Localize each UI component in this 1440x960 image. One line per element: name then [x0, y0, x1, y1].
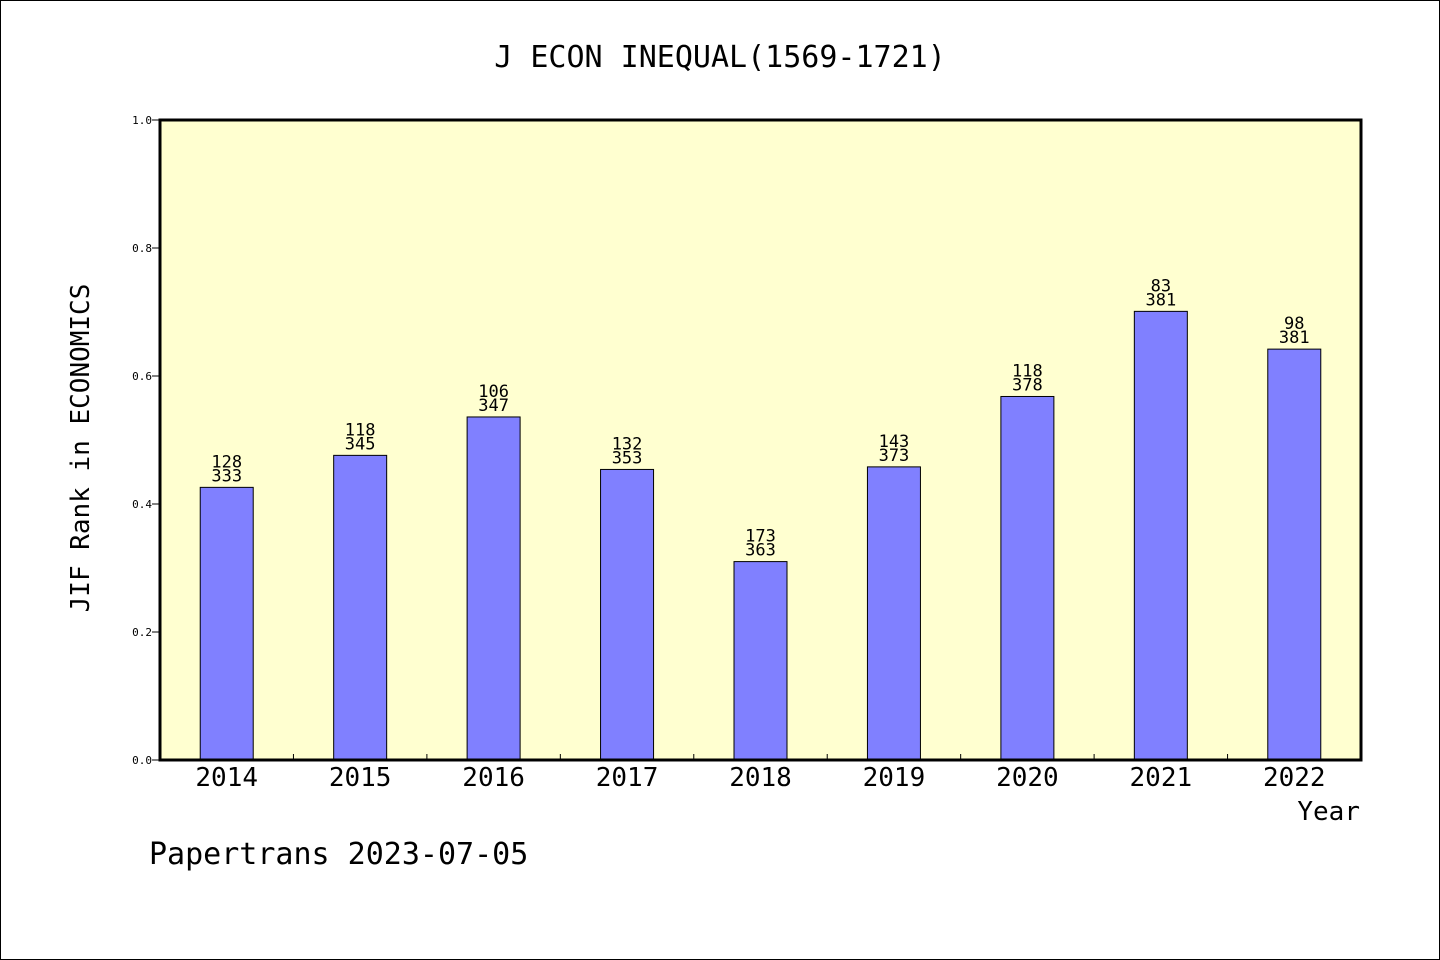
bar-label-rank: 83 — [1151, 276, 1171, 296]
x-tick-label: 2021 — [1130, 763, 1193, 793]
footer-credit: Papertrans 2023-07-05 — [149, 837, 528, 872]
x-tick-label: 2014 — [195, 763, 258, 793]
bar-label-total: 347 — [478, 396, 509, 416]
y-axis-label: JIF Rank in ECONOMICS — [66, 284, 96, 613]
bar-label-total: 333 — [211, 466, 242, 486]
bar-label-rank: 118 — [1012, 361, 1043, 381]
bar-label-total: 373 — [879, 446, 910, 466]
bar — [733, 561, 788, 761]
x-tick-label: 2019 — [863, 763, 926, 793]
bar — [600, 468, 655, 761]
bar-label-total: 378 — [1012, 375, 1043, 395]
bar — [1133, 310, 1188, 761]
x-tick-label: 2018 — [729, 763, 792, 793]
bar — [199, 486, 254, 761]
y-tick-label: 0.4 — [132, 498, 152, 511]
bar-labels: 1283331183451063471323531733631433731183… — [211, 276, 1309, 560]
bar — [1000, 395, 1055, 761]
y-tick-label: 0.6 — [132, 370, 152, 383]
bar-label-total: 363 — [745, 541, 776, 561]
bar — [333, 454, 388, 761]
x-tick-label: 2016 — [462, 763, 525, 793]
y-tick-label: 0.2 — [132, 626, 152, 639]
x-tick-label: 2020 — [996, 763, 1059, 793]
x-axis-ticks: 2014 2015 2016 2017 2018 2019 2020 2021 2022 — [195, 754, 1326, 793]
bar-label-total: 353 — [612, 448, 643, 468]
bar — [466, 416, 521, 761]
chart-title: J ECON INEQUAL(1569-1721) — [494, 40, 946, 75]
bar-label-rank: 106 — [478, 382, 509, 402]
plot-border — [158, 118, 1363, 762]
bar-label-rank: 132 — [612, 434, 643, 454]
y-axis-ticks: 0.0 0.2 0.4 0.6 0.8 1.0 — [132, 114, 160, 767]
bar-label-rank: 173 — [745, 527, 776, 547]
y-tick-label: 0.0 — [132, 754, 152, 767]
bar-label-total: 345 — [345, 434, 376, 454]
x-axis-label: Year — [1297, 797, 1360, 827]
bar-label-total: 381 — [1145, 290, 1176, 310]
bar-label-rank: 118 — [345, 420, 376, 440]
bar — [1267, 348, 1322, 761]
bar-label-total: 381 — [1279, 328, 1310, 348]
bar — [866, 466, 921, 761]
y-tick-label: 1.0 — [132, 114, 152, 127]
bar-label-rank: 128 — [211, 452, 242, 472]
bar-label-rank: 143 — [879, 432, 910, 452]
bars — [199, 310, 1322, 761]
x-tick-label: 2022 — [1263, 763, 1326, 793]
x-tick-label: 2015 — [329, 763, 392, 793]
bar-label-rank: 98 — [1284, 314, 1304, 334]
y-tick-label: 0.8 — [132, 242, 152, 255]
x-tick-label: 2017 — [596, 763, 659, 793]
